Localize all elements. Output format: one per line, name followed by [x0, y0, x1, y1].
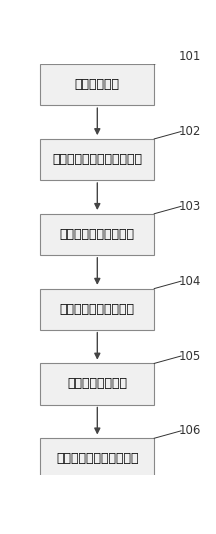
Text: 建立产量定量预测图版: 建立产量定量预测图版 [60, 303, 135, 316]
Text: 105: 105 [178, 350, 200, 363]
Text: 确定流动系数启动压力梯度: 确定流动系数启动压力梯度 [52, 153, 142, 166]
Text: 建立压裂后产量预测图版: 建立压裂后产量预测图版 [56, 452, 138, 465]
Text: 101: 101 [178, 50, 201, 63]
Text: 102: 102 [178, 125, 201, 138]
Bar [40, 438, 154, 480]
Text: 104: 104 [178, 274, 201, 288]
Text: 103: 103 [178, 200, 200, 213]
Bar [40, 139, 154, 180]
Bar [40, 288, 154, 329]
Text: 建立产量定量预测模型: 建立产量定量预测模型 [60, 228, 135, 241]
Bar [40, 364, 154, 405]
Text: 建立压裂选层图版: 建立压裂选层图版 [67, 378, 127, 390]
Text: 获取基础参数: 获取基础参数 [75, 78, 120, 91]
Bar [40, 64, 154, 105]
Bar [40, 214, 154, 255]
Text: 106: 106 [178, 425, 201, 437]
